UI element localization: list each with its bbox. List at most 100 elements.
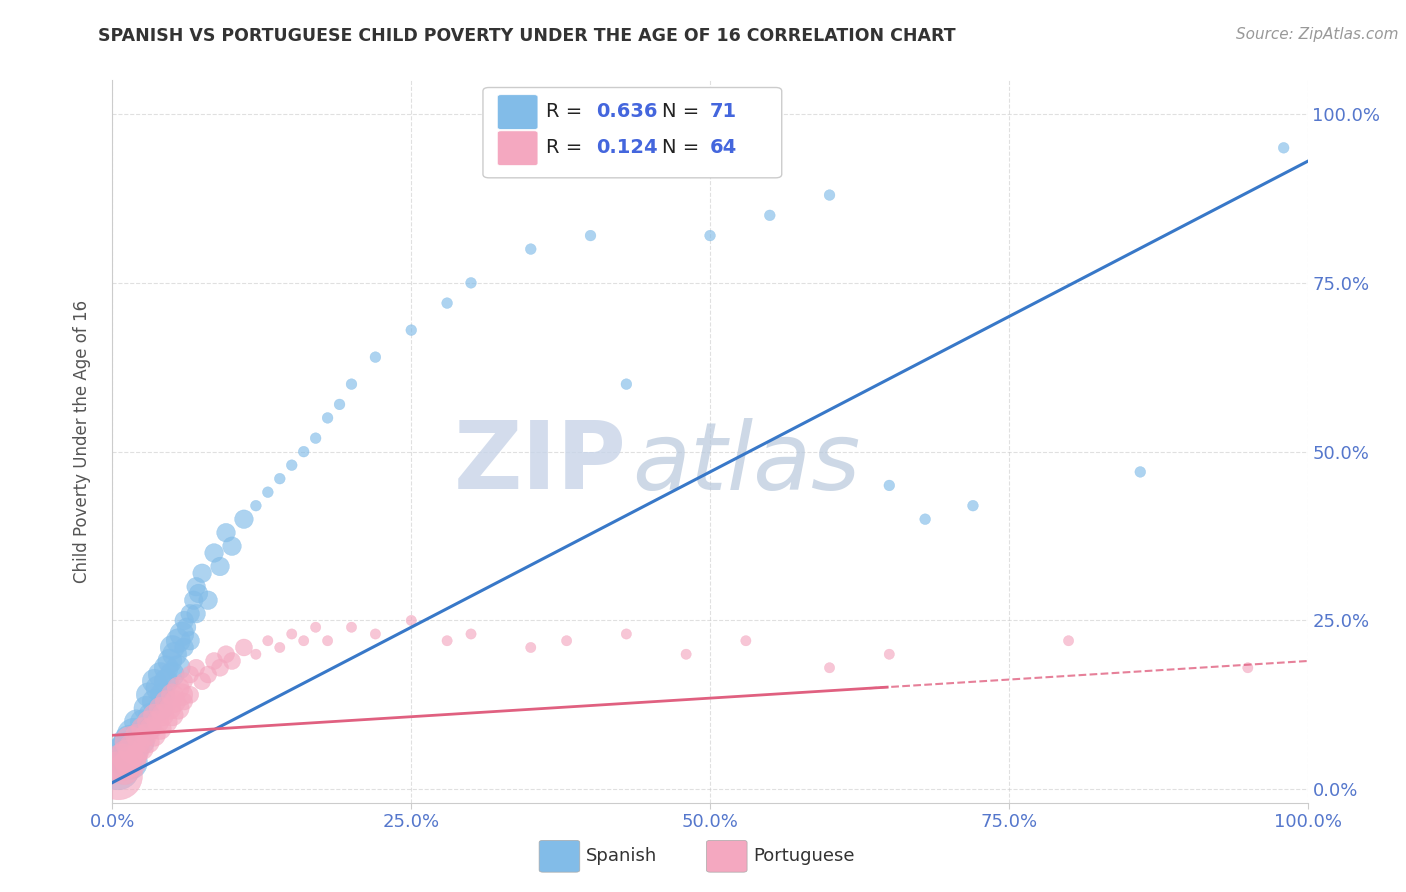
Text: Source: ZipAtlas.com: Source: ZipAtlas.com: [1236, 27, 1399, 42]
Point: [139, 708, 162, 723]
Point: [173, 640, 195, 655]
Point: [107, 762, 129, 776]
FancyBboxPatch shape: [706, 840, 747, 872]
Point: [131, 722, 153, 736]
Point: [187, 586, 209, 600]
Point: [1057, 633, 1080, 648]
Text: 71: 71: [710, 102, 737, 120]
Y-axis label: Child Poverty Under the Age of 16: Child Poverty Under the Age of 16: [73, 300, 91, 583]
Point: [143, 728, 166, 742]
Point: [209, 661, 232, 675]
Text: atlas: atlas: [633, 417, 860, 508]
Point: [233, 512, 256, 526]
Point: [125, 748, 148, 763]
Point: [460, 627, 482, 641]
Point: [818, 661, 841, 675]
Point: [155, 714, 177, 729]
Point: [131, 735, 153, 749]
Point: [152, 708, 174, 723]
Point: [616, 377, 638, 392]
Text: N =: N =: [662, 138, 699, 157]
Point: [152, 688, 174, 702]
Point: [179, 667, 201, 681]
Point: [138, 714, 160, 729]
Point: [131, 714, 153, 729]
Point: [167, 681, 190, 695]
Point: [329, 397, 352, 411]
Point: [173, 674, 195, 689]
Point: [555, 633, 578, 648]
Point: [281, 458, 304, 472]
Point: [215, 647, 238, 661]
Point: [183, 593, 205, 607]
Point: [167, 633, 190, 648]
Point: [128, 728, 150, 742]
Point: [179, 688, 201, 702]
Point: [316, 411, 339, 425]
Point: [1129, 465, 1152, 479]
Point: [436, 296, 458, 310]
Point: [138, 722, 160, 736]
FancyBboxPatch shape: [484, 87, 782, 178]
Point: [170, 627, 193, 641]
Point: [520, 640, 543, 655]
Point: [914, 512, 936, 526]
Point: [735, 633, 758, 648]
Point: [364, 350, 387, 364]
Point: [292, 444, 315, 458]
Point: [215, 525, 238, 540]
Point: [146, 681, 169, 695]
Point: [340, 377, 363, 392]
Point: [149, 722, 172, 736]
FancyBboxPatch shape: [498, 95, 538, 129]
Point: [401, 323, 423, 337]
Point: [520, 242, 543, 256]
Point: [128, 735, 150, 749]
Point: [120, 735, 142, 749]
Point: [125, 714, 148, 729]
Point: [162, 667, 183, 681]
Text: 64: 64: [710, 138, 737, 157]
Point: [162, 640, 183, 655]
Point: [120, 735, 142, 749]
Point: [879, 478, 901, 492]
Point: [138, 735, 160, 749]
Point: [125, 728, 148, 742]
Point: [364, 627, 387, 641]
Point: [1237, 661, 1260, 675]
Point: [162, 688, 183, 702]
Point: [305, 431, 328, 445]
Point: [131, 741, 153, 756]
Point: [149, 701, 172, 715]
Point: [257, 633, 280, 648]
Point: [120, 756, 142, 770]
Point: [167, 661, 190, 675]
Point: [579, 228, 602, 243]
Point: [245, 647, 267, 661]
Point: [221, 654, 243, 668]
Point: [149, 701, 172, 715]
Text: Portuguese: Portuguese: [754, 847, 855, 864]
Text: N =: N =: [662, 102, 699, 120]
Point: [202, 654, 225, 668]
Point: [316, 633, 339, 648]
Point: [149, 667, 172, 681]
Point: [436, 633, 458, 648]
Point: [122, 728, 145, 742]
Point: [107, 769, 129, 783]
Point: [143, 694, 166, 708]
Point: [111, 756, 134, 770]
Point: [139, 722, 162, 736]
Point: [143, 674, 166, 689]
Point: [202, 546, 225, 560]
Text: 0.636: 0.636: [596, 102, 658, 120]
Point: [879, 647, 901, 661]
Point: [143, 708, 166, 723]
Point: [173, 694, 195, 708]
Point: [305, 620, 328, 634]
Text: R =: R =: [547, 102, 582, 120]
Point: [179, 633, 201, 648]
Text: SPANISH VS PORTUGUESE CHILD POVERTY UNDER THE AGE OF 16 CORRELATION CHART: SPANISH VS PORTUGUESE CHILD POVERTY UNDE…: [98, 27, 956, 45]
FancyBboxPatch shape: [538, 840, 579, 872]
Point: [163, 694, 186, 708]
